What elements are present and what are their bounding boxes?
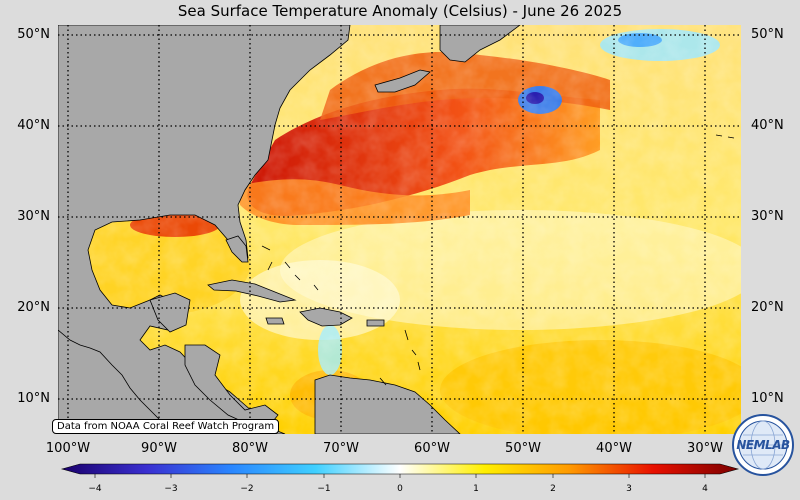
lat-label-20n: 20°N	[17, 300, 50, 315]
logo-globe-icon: NEMLAB	[731, 413, 795, 477]
colorbar-tick-2: 2	[550, 484, 556, 494]
lat-label-10n-right: 10°N	[751, 391, 784, 406]
lon-label-100w: 100°W	[45, 441, 91, 456]
logo-text: NEMLAB	[736, 438, 790, 452]
lat-label-30n-right: 30°N	[751, 209, 784, 224]
colorbar-tick-0: 0	[397, 484, 403, 494]
lat-label-10n: 10°N	[17, 391, 50, 406]
lat-label-40n: 40°N	[17, 118, 50, 133]
lon-label-70w: 70°W	[323, 441, 359, 456]
colorbar-tick-m1: −1	[317, 484, 331, 494]
lat-label-50n: 50°N	[17, 27, 50, 42]
colorbar	[60, 463, 740, 478]
colorbar-tick-1: 1	[473, 484, 479, 494]
lon-label-90w: 90°W	[141, 441, 177, 456]
colorbar-tick-3: 3	[626, 484, 632, 494]
lat-label-50n-right: 50°N	[751, 27, 784, 42]
colorbar-tick-m2: −2	[240, 484, 254, 494]
lat-label-20n-right: 20°N	[751, 300, 784, 315]
colorbar-tick-4: 4	[702, 484, 708, 494]
graticule	[58, 25, 741, 434]
lon-label-30w: 30°W	[687, 441, 723, 456]
lat-label-40n-right: 40°N	[751, 118, 784, 133]
lon-label-60w: 60°W	[414, 441, 450, 456]
data-credit-label: Data from NOAA Coral Reef Watch Program	[52, 419, 280, 434]
lon-label-40w: 40°W	[596, 441, 632, 456]
colorbar-tick-m3: −3	[164, 484, 178, 494]
lat-label-30n: 30°N	[17, 209, 50, 224]
lon-label-50w: 50°W	[505, 441, 541, 456]
land-masses	[58, 25, 521, 434]
lon-label-80w: 80°W	[232, 441, 268, 456]
colorbar-tick-m4: −4	[88, 484, 102, 494]
map-title: Sea Surface Temperature Anomaly (Celsius…	[177, 2, 623, 20]
